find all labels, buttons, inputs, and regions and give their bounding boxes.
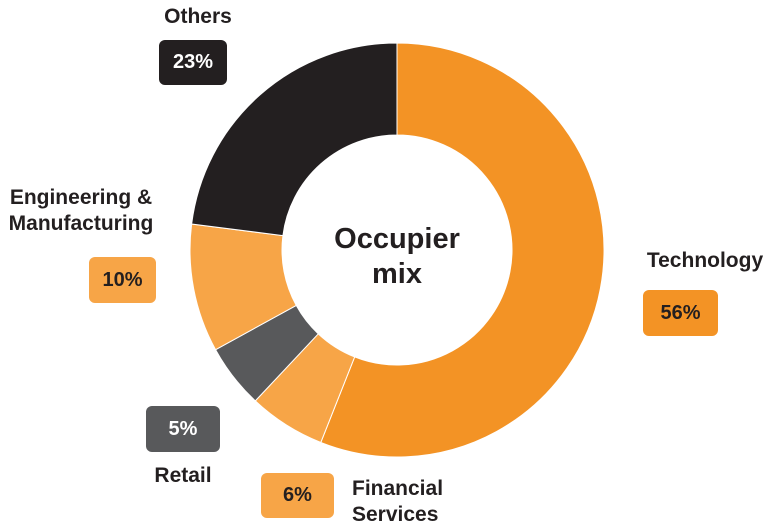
value-label: 6%: [261, 473, 334, 518]
value-label: 23%: [159, 40, 227, 85]
category-label: Technology: [646, 249, 764, 272]
value-label: 5%: [146, 406, 220, 452]
chart-title: Occupier mix: [334, 223, 460, 290]
slice: [191, 42, 398, 237]
category-label: Others: [164, 5, 232, 28]
category-label: Financial Services: [352, 477, 444, 526]
slice: [320, 42, 605, 458]
value-label: 10%: [89, 257, 156, 303]
category-label: Engineering & Manufacturing: [8, 186, 154, 235]
value-label: 56%: [643, 290, 718, 336]
category-label: Retail: [154, 464, 212, 487]
